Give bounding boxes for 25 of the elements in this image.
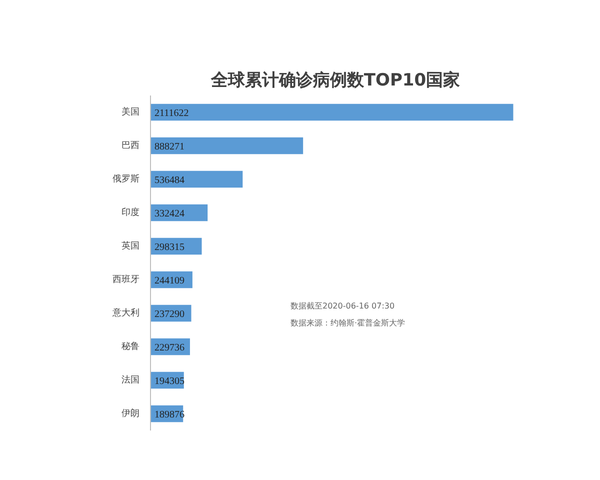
y-tick-label: 英国 — [122, 240, 140, 252]
y-tick-label: 印度 — [122, 206, 140, 218]
data-label: 2111622 — [154, 108, 189, 119]
y-tick-label: 西班牙 — [112, 274, 140, 285]
y-tick-label: 意大利 — [112, 307, 140, 318]
data-label: 194305 — [154, 376, 184, 387]
data-label: 536484 — [154, 174, 184, 186]
data-label: 237290 — [154, 308, 184, 320]
data-label: 244109 — [154, 275, 184, 286]
data-label: 888271 — [154, 141, 184, 152]
bar — [150, 137, 304, 154]
annotation: 数据来源：约翰斯·霍普金斯大学 — [290, 318, 406, 328]
y-tick-label: 伊朗 — [122, 408, 140, 419]
y-tick-label: 俄罗斯 — [112, 173, 140, 184]
annotation: 数据截至2020-06-16 07:30 — [290, 302, 395, 310]
bar — [150, 104, 514, 121]
data-label: 298315 — [154, 242, 184, 253]
bar — [150, 170, 243, 188]
data-label: 229736 — [154, 342, 184, 354]
y-tick-label: 秘鲁 — [122, 340, 140, 352]
y-tick-label: 法国 — [122, 374, 140, 386]
data-label: 332424 — [154, 208, 184, 220]
chart-title: 全球累计确诊病例数TOP10国家 — [210, 70, 460, 90]
y-tick-label: 美国 — [122, 106, 140, 118]
y-tick-label: 巴西 — [122, 140, 140, 151]
